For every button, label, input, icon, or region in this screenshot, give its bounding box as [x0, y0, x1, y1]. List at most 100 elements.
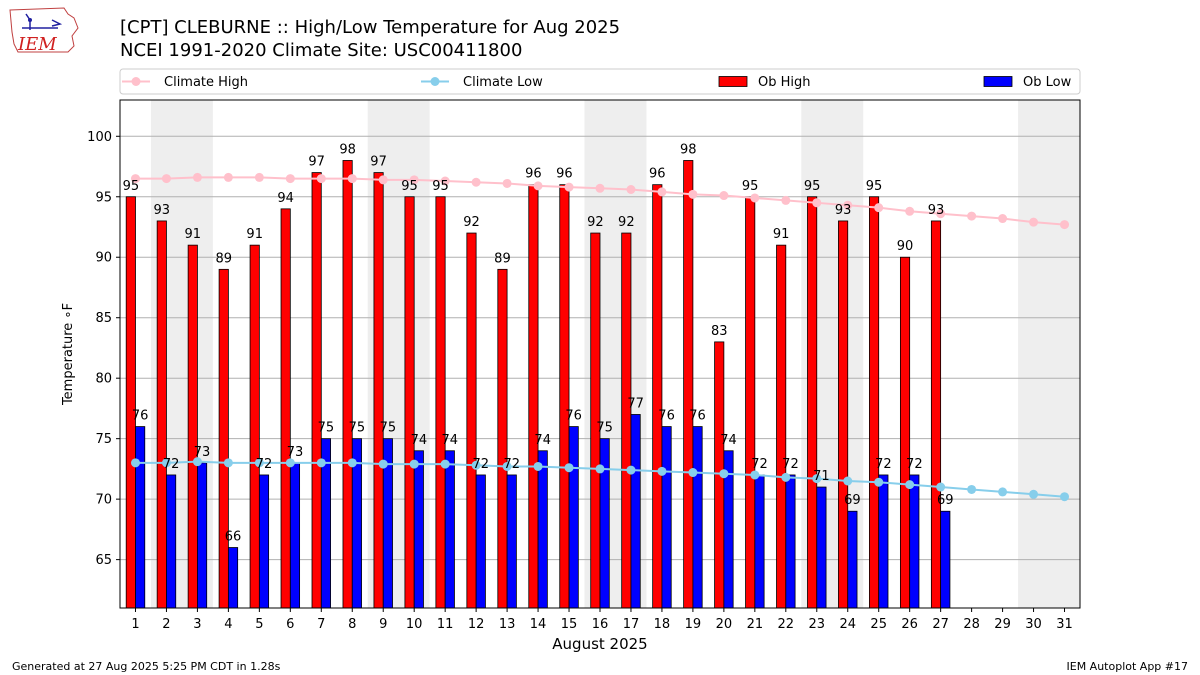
- ob-low-label: 73: [194, 445, 211, 460]
- ob-low-label: 74: [720, 433, 737, 448]
- ob-low-bar: [785, 474, 796, 609]
- climate-high-point: [688, 189, 698, 199]
- y-axis: 65 70 75 80 85 90 95 100: [87, 130, 120, 568]
- y-tick-label: 90: [95, 251, 112, 266]
- y-tick-label: 100: [87, 130, 112, 145]
- ob-low-bar: [661, 426, 672, 609]
- climate-high-point: [781, 195, 791, 205]
- climate-high-point: [812, 198, 822, 208]
- ob-low-label: 66: [225, 530, 242, 545]
- x-tick-label: 1: [131, 617, 139, 632]
- x-tick-label: 23: [809, 617, 826, 632]
- climate-high-point: [967, 211, 977, 221]
- climate-low-point: [285, 458, 295, 468]
- climate-high-point: [936, 209, 946, 219]
- climate-low-point: [688, 468, 698, 478]
- ob-high-bar: [621, 232, 632, 609]
- ob-high-bar: [838, 220, 849, 609]
- climate-high-point: [843, 200, 853, 210]
- legend-label: Ob Low: [1023, 75, 1072, 90]
- x-tick-label: 6: [286, 617, 294, 632]
- ob-low-bar: [197, 462, 208, 609]
- climate-low-point: [471, 460, 481, 470]
- climate-high-point: [347, 174, 357, 184]
- ob-high-label: 91: [246, 227, 263, 242]
- ob-low-label: 76: [565, 409, 582, 424]
- ob-high-bar: [869, 196, 880, 609]
- ob-high-bar: [342, 160, 353, 609]
- ob-high-bar: [156, 220, 167, 609]
- climate-low-point: [378, 459, 388, 469]
- ob-low-label: 75: [596, 421, 613, 436]
- climate-high-point: [564, 182, 574, 192]
- climate-low-point: [843, 476, 853, 486]
- ob-low-label: 74: [534, 433, 551, 448]
- ob-high-bar: [528, 184, 539, 609]
- ob-low-label: 76: [689, 409, 706, 424]
- climate-high-point: [285, 174, 295, 184]
- ob-low-label: 73: [287, 445, 304, 460]
- ob-high-label: 91: [773, 227, 790, 242]
- ob-low-bar: [258, 474, 270, 609]
- ob-high-label: 95: [123, 179, 140, 194]
- app-id: IEM Autoplot App #17: [1066, 660, 1189, 673]
- ob-low-label: 72: [473, 457, 490, 472]
- ob-low-label: 75: [349, 421, 366, 436]
- x-tick-label: 3: [193, 617, 201, 632]
- ob-high-label: 93: [154, 203, 171, 218]
- climate-high-point: [409, 175, 419, 185]
- ob-low-label: 77: [627, 396, 644, 411]
- legend-climate-high-marker: [131, 77, 141, 86]
- ob-high-label: 89: [215, 251, 232, 266]
- climate-low-point: [967, 484, 977, 494]
- ob-low-label: 71: [813, 469, 830, 484]
- x-tick-label: 12: [468, 617, 485, 632]
- ob-low-bar: [940, 510, 951, 609]
- ob-high-bar: [435, 196, 446, 609]
- x-tick-label: 20: [716, 617, 733, 632]
- ob-high-bar: [187, 244, 198, 609]
- ob-high-label: 90: [897, 239, 914, 254]
- climate-high-point: [626, 185, 636, 195]
- climate-high-point: [533, 181, 543, 191]
- ob-high-bar: [497, 268, 508, 609]
- legend-label: Climate High: [164, 75, 248, 90]
- x-tick-label: 30: [1025, 617, 1042, 632]
- y-tick-label: 70: [95, 493, 112, 508]
- ob-low-bar: [475, 474, 486, 609]
- ob-low-bar: [692, 426, 703, 609]
- climate-low-point: [1060, 492, 1070, 502]
- x-tick-label: 31: [1056, 617, 1073, 632]
- ob-high-label: 92: [587, 215, 604, 230]
- y-axis-label: Temperature ∘F: [61, 303, 76, 406]
- weather-station-icon: [22, 13, 63, 30]
- ob-high-label: 97: [308, 155, 325, 170]
- climate-low-point: [750, 470, 760, 480]
- legend-ob-high-swatch: [718, 76, 748, 87]
- climate-high-point: [874, 203, 884, 213]
- climate-high-point: [254, 172, 264, 182]
- climate-high-point: [161, 174, 171, 184]
- climate-high-point: [378, 175, 388, 185]
- climate-low-point: [192, 457, 202, 467]
- ob-high-bar: [899, 256, 911, 609]
- ob-low-bar: [506, 474, 517, 609]
- ob-high-label: 98: [339, 142, 356, 157]
- x-tick-label: 14: [530, 617, 547, 632]
- climate-low-point: [719, 469, 729, 479]
- x-tick-label: 13: [499, 617, 516, 632]
- climate-high-point: [595, 183, 605, 193]
- climate-low-point: [254, 458, 264, 468]
- ob-low-bar: [135, 426, 146, 609]
- ob-high-bar: [280, 208, 291, 609]
- climate-high-point: [130, 174, 140, 184]
- ob-high-bar: [652, 184, 663, 609]
- x-tick-label: 15: [561, 617, 578, 632]
- ob-low-bar: [166, 474, 177, 609]
- ob-low-label: 72: [906, 457, 923, 472]
- climate-low-point: [812, 474, 822, 484]
- ob-low-label: 72: [751, 457, 768, 472]
- ob-low-bar: [568, 426, 579, 609]
- y-tick-label: 85: [95, 311, 112, 326]
